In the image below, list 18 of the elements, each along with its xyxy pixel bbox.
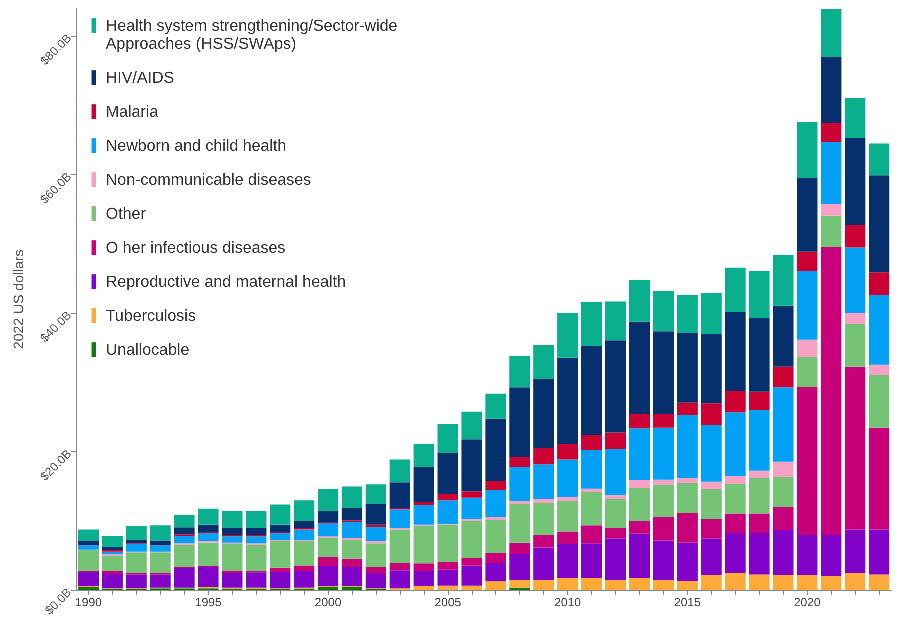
legend-label: Non-communicable diseases <box>106 172 312 189</box>
legend-label: Reproductive and maternal health <box>106 274 346 291</box>
legend-label: O her infectious diseases <box>106 240 286 257</box>
x-tick-label: 2020 <box>794 596 822 610</box>
x-tick-label: 1990 <box>75 596 102 610</box>
x-tick-label: 2000 <box>314 596 342 610</box>
legend-label: Newborn and child health <box>106 138 287 155</box>
legend-label: Unallocable <box>106 342 190 359</box>
legend-label: Health system strengthening/Sector-wide Approaches (HSS/SWAps) <box>106 18 398 53</box>
x-tick-label: 1995 <box>195 596 222 610</box>
legend-label: Other <box>106 206 147 223</box>
legend-label: Tuberculosis <box>106 308 196 325</box>
x-tick-label: 2005 <box>434 596 462 610</box>
legend-label: HIV/AIDS <box>106 70 174 87</box>
x-tick-label: 2010 <box>554 596 582 610</box>
y-axis-title: 2022 US dollars <box>10 250 26 350</box>
x-tick-label: 2015 <box>674 596 702 610</box>
legend-label: Malaria <box>106 104 159 121</box>
